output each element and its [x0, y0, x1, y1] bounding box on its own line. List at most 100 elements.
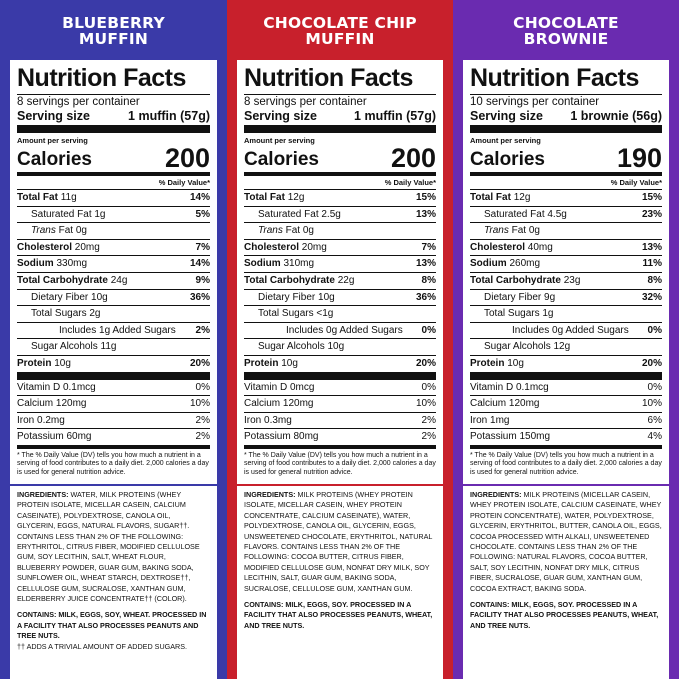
vitamin-label: Vitamin D 0.1mcg: [470, 381, 549, 393]
nutrient-row: Total Fat 12g 15%: [470, 190, 662, 207]
nutrient-name: Trans Fat 0g: [258, 223, 314, 239]
serving-size-row: Serving size 1 muffin (57g): [17, 109, 210, 123]
vitamin-row: Calcium 120mg 10%: [470, 396, 662, 413]
ingredients-text: INGREDIENTS: MILK PROTEINS (WHEY PROTEIN…: [244, 490, 436, 594]
nutrient-name: Dietary Fiber 10g: [258, 290, 335, 306]
nutrient-name: Includes 0g Added Sugars: [286, 323, 403, 339]
nutrient-dv: 9%: [195, 274, 210, 286]
nutrient-row: Dietary Fiber 10g 36%: [244, 290, 436, 307]
ingredients-list: MILK PROTEINS (MICELLAR CASEIN, WHEY PRO…: [470, 490, 662, 593]
vitamin-dv: 0%: [421, 381, 436, 393]
vitamin-row: Potassium 60mg 2%: [17, 429, 210, 445]
vitamin-dv: 0%: [195, 381, 210, 393]
medium-divider: [470, 172, 662, 176]
servings-per-container: 8 servings per container: [244, 96, 367, 108]
thick-divider: [17, 371, 210, 380]
nutrient-label: Total Carbohydrate: [470, 274, 561, 286]
daily-value-footnote: * The % Daily Value (DV) tells you how m…: [17, 444, 210, 478]
nutrient-label: Trans: [31, 225, 56, 237]
medium-divider: [17, 172, 210, 176]
nutrient-name: Total Fat 12g: [244, 190, 304, 206]
product-column: BLUEBERRY MUFFIN Nutrition Facts 8 serving…: [0, 0, 227, 679]
nutrient-dv: 32%: [641, 291, 662, 303]
vitamin-row: Iron 1mg 6%: [470, 413, 662, 430]
nutrient-dv: 36%: [415, 291, 436, 303]
nutrient-amount: 310mg: [283, 258, 315, 270]
nutrient-amount: 11g: [100, 341, 117, 353]
nutrient-row: Cholesterol 40mg 13%: [470, 240, 662, 257]
vitamin-row: Iron 0.3mg 2%: [244, 413, 436, 430]
nutrient-dv: 7%: [195, 241, 210, 253]
vitamin-dv: 2%: [195, 431, 210, 443]
nutrient-label: Sodium: [244, 258, 281, 270]
nutrient-label: Saturated Fat: [484, 208, 545, 220]
vitamin-row: Calcium 120mg 10%: [17, 396, 210, 413]
nutrient-row: Total Fat 12g 15%: [244, 190, 436, 207]
nutrient-dv: 0%: [421, 324, 436, 336]
nutrient-label: Dietary Fiber: [31, 291, 89, 303]
nutrient-row: Trans Fat 0g: [244, 223, 436, 240]
vitamin-row: Vitamin D 0.1mcg 0%: [17, 380, 210, 397]
nutrient-dv: 14%: [189, 192, 210, 203]
nutrient-dv: 8%: [421, 274, 436, 286]
vitamin-dv: 6%: [647, 414, 662, 426]
nutrient-amount: 2.5g: [321, 208, 341, 220]
nutrient-row: Saturated Fat 4.5g 23%: [470, 207, 662, 224]
nutrient-row: Includes 1g Added Sugars 2%: [17, 323, 210, 340]
nutrient-label: Cholesterol: [470, 241, 526, 253]
vitamin-dv: 10%: [641, 398, 662, 410]
nutrient-label: Total Sugars: [258, 308, 314, 320]
nutrition-facts-title: Nutrition Facts: [470, 64, 639, 92]
product-title: CHOCOLATE CHIP MUFFIN: [263, 13, 417, 48]
nutrient-dv: 20%: [189, 357, 210, 369]
nutrient-label: Cholesterol: [244, 241, 300, 253]
nutrient-name: Saturated Fat 1g: [31, 207, 106, 223]
nutrient-name: Total Sugars <1g: [258, 306, 333, 322]
nutrient-dv: 5%: [195, 208, 210, 220]
nutrient-row: Sodium 330mg 14%: [17, 256, 210, 273]
nutrient-row: Sugar Alcohols 11g: [17, 339, 210, 356]
ingredients-label: INGREDIENTS:: [244, 490, 296, 499]
calories-label: Calories: [17, 149, 92, 170]
calories-row: Calories 200: [17, 145, 210, 172]
nutrient-name: Sugar Alcohols 11g: [31, 339, 116, 355]
servings-per-container: 10 servings per container: [470, 96, 600, 108]
nutrient-dv: 20%: [641, 357, 662, 369]
nutrient-dv: 7%: [421, 241, 436, 253]
serving-size-row: Serving size 1 muffin (57g): [244, 109, 436, 123]
nutrition-label: Nutrition Facts 10 servings per container…: [463, 60, 669, 484]
nutrient-name: Saturated Fat 4.5g: [484, 207, 567, 223]
nutrient-label: Includes 1g Added Sugars: [59, 324, 176, 336]
nutrient-name: Trans Fat 0g: [484, 223, 540, 239]
ingredients-list: WATER, MILK PROTEINS (WHEY PROTEIN ISOLA…: [17, 490, 200, 604]
nutrient-label: Includes 0g Added Sugars: [512, 324, 629, 336]
ingredients-panel: INGREDIENTS: MILK PROTEINS (MICELLAR CAS…: [463, 486, 669, 679]
nutrient-name: Total Carbohydrate 22g: [244, 273, 354, 289]
nutrient-label: Protein: [17, 357, 52, 369]
nutrient-amount: 22g: [337, 274, 355, 286]
nutrient-name: Protein 10g: [470, 356, 524, 372]
nutrient-row: Saturated Fat 2.5g 13%: [244, 207, 436, 224]
nutrient-row: Cholesterol 20mg 7%: [244, 240, 436, 257]
nutrient-row: Cholesterol 20mg 7%: [17, 240, 210, 257]
nutrient-amount: 12g: [287, 192, 305, 203]
nutrient-name: Dietary Fiber 10g: [31, 290, 108, 306]
nutrient-row: Includes 0g Added Sugars 0%: [244, 323, 436, 340]
amount-per-serving: Amount per serving: [244, 136, 315, 145]
nutrient-dv: 13%: [415, 208, 436, 220]
vitamin-label: Calcium 120mg: [470, 398, 540, 410]
calories-label: Calories: [470, 149, 545, 170]
nutrient-label-rest: Fat 0g: [58, 225, 87, 237]
nutrient-name: Sodium 330mg: [17, 256, 87, 272]
vitamin-label: Calcium 120mg: [244, 398, 314, 410]
ingredients-label: INGREDIENTS:: [17, 490, 69, 499]
nutrient-name: Sodium 260mg: [470, 256, 540, 272]
nutrient-name: Protein 10g: [244, 356, 298, 372]
nutrient-amount: 12g: [553, 341, 571, 353]
ingredients-panel: INGREDIENTS: WATER, MILK PROTEINS (WHEY …: [10, 486, 217, 679]
nutrient-name: Includes 1g Added Sugars: [59, 323, 176, 339]
serving-size-row: Serving size 1 brownie (56g): [470, 109, 662, 123]
thick-divider: [470, 125, 662, 133]
nutrient-label-rest: Fat 0g: [285, 225, 314, 237]
